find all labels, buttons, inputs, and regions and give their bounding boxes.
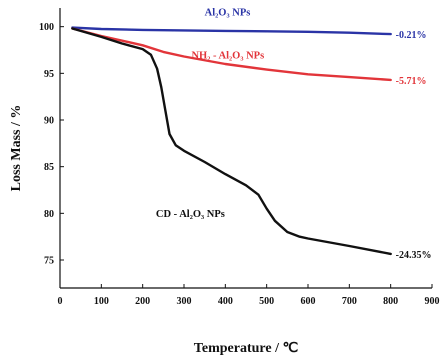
- y-tick-label: 75: [44, 256, 54, 267]
- x-tick-label: 900: [425, 296, 440, 307]
- y-tick-label: 85: [44, 162, 54, 173]
- series-line-nh2-al2o3: [71, 27, 392, 82]
- series-name-al2o3: Al₂O₃ NPs: [205, 7, 251, 18]
- x-tick-label: 700: [342, 296, 357, 307]
- y-axis-title: Loss Mass / %: [9, 105, 24, 192]
- end-value-nh2-al2o3: -5.71%: [396, 76, 427, 87]
- x-tick-label: 400: [218, 296, 233, 307]
- series-name-nh2-al2o3: NH₂ - Al₂O₃ NPs: [191, 50, 264, 61]
- x-tick-label: 600: [301, 296, 316, 307]
- y-tick-label: 80: [44, 209, 54, 220]
- series-line-cd-al2o3: [71, 27, 392, 256]
- y-tick-label: 90: [44, 116, 54, 127]
- y-tick-label: 100: [39, 22, 54, 33]
- series-name-cd-al2o3: CD - Al₂O₃ NPs: [156, 209, 225, 220]
- x-tick-label: 300: [177, 296, 192, 307]
- x-tick-label: 100: [94, 296, 109, 307]
- x-tick-label: 500: [259, 296, 274, 307]
- end-value-al2o3: -0.21%: [396, 30, 427, 41]
- x-tick-label: 0: [58, 296, 63, 307]
- y-tick-label: 95: [44, 69, 54, 80]
- x-tick-label: 800: [383, 296, 398, 307]
- x-tick-label: 200: [135, 296, 150, 307]
- series-line-al2o3: [71, 26, 392, 36]
- axes: 0 100 200 300 400 500 600 700 800 900 75 80 85 90 95 1…: [39, 8, 440, 307]
- end-value-cd-al2o3: -24.35%: [396, 250, 432, 261]
- x-axis-title: Temperature / ℃: [194, 341, 299, 356]
